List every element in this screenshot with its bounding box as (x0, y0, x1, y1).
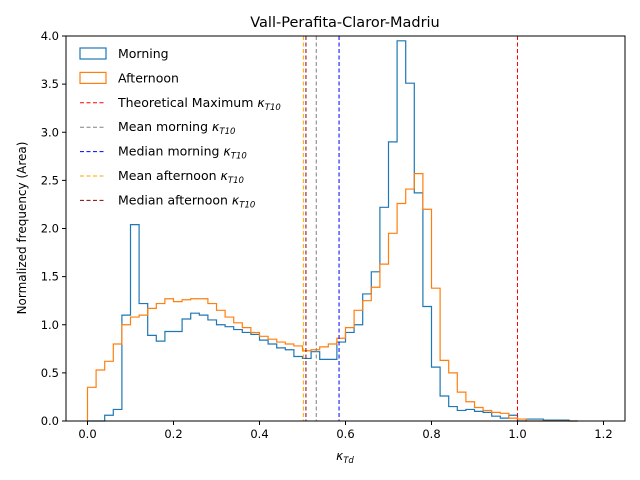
legend-label-subscript: T10 (231, 152, 247, 162)
legend-label-kappa: κ (212, 119, 220, 134)
legend-label-afternoon: Afternoon (118, 70, 179, 85)
legend-label-kappa: κ (223, 144, 231, 159)
legend-label-text: Mean afternoon (118, 168, 217, 183)
x-tick-label: 0.6 (336, 427, 354, 441)
legend-label-text: Theoretical Maximum (117, 95, 253, 110)
legend-label-reference-line-2: Mean morning κT10 (118, 119, 235, 137)
legend-label-reference-line-1: Theoretical Maximum κT10 (117, 95, 281, 113)
legend-label-subscript: T10 (265, 103, 281, 113)
y-axis-label: Normalized frequency (Area) (15, 142, 29, 315)
y-tick-label: 0.5 (41, 366, 59, 380)
y-tick-label: 0.0 (41, 414, 59, 428)
legend-label-subscript: T10 (219, 127, 235, 137)
legend-label-reference-line-3: Median morning κT10 (118, 144, 247, 162)
y-axis: 0.0 0.5 1.0 1.5 2.0 2.5 3.0 3.5 4.0 (41, 29, 66, 428)
histogram-series-morning (87, 40, 578, 422)
legend-label-text: Median morning (118, 144, 219, 159)
legend-label-morning: Morning (118, 46, 169, 61)
legend-label-kappa: κ (221, 168, 229, 183)
legend-swatch-afternoon (79, 71, 107, 85)
x-tick-label: 0.4 (250, 427, 268, 441)
x-tick-label: 1.0 (508, 427, 526, 441)
histogram-series-afternoon (86, 173, 578, 422)
x-tick-label: 0.2 (164, 427, 182, 441)
x-tick-label: 0.8 (422, 427, 440, 441)
y-tick-label: 3.0 (41, 125, 59, 139)
legend-label-text: Median afternoon (118, 192, 228, 207)
y-tick-label: 1.5 (41, 270, 59, 284)
x-axis-label: κTd (336, 449, 354, 466)
y-tick-label: 3.5 (41, 77, 59, 91)
x-axis-label-symbol: κ (336, 449, 344, 463)
y-tick-label: 2.5 (41, 173, 59, 187)
x-tick-label: 1.2 (594, 427, 612, 441)
x-tick-label: 0.0 (78, 427, 96, 441)
y-tick-label: 2.0 (41, 222, 59, 236)
legend-label-kappa: κ (257, 95, 265, 110)
y-tick-label: 1.0 (41, 318, 59, 332)
legend-label-text: Mean morning (118, 119, 208, 134)
legend-label-reference-line-5: Median afternoon κT10 (118, 192, 255, 210)
x-axis-label-subscript: Td (343, 456, 354, 466)
legend-label-kappa: κ (232, 192, 240, 207)
x-axis: 0.0 0.2 0.4 0.6 0.8 1.0 1.2 (78, 421, 613, 441)
legend-label-subscript: T10 (228, 176, 244, 186)
y-tick-label: 4.0 (41, 29, 59, 43)
chart-title: Vall-Perafita-Claror-Madriu (250, 15, 440, 31)
legend-label-subscript: T10 (239, 200, 255, 210)
legend-swatch-morning (79, 47, 107, 60)
legend-label-reference-line-4: Mean afternoon κT10 (118, 168, 244, 186)
